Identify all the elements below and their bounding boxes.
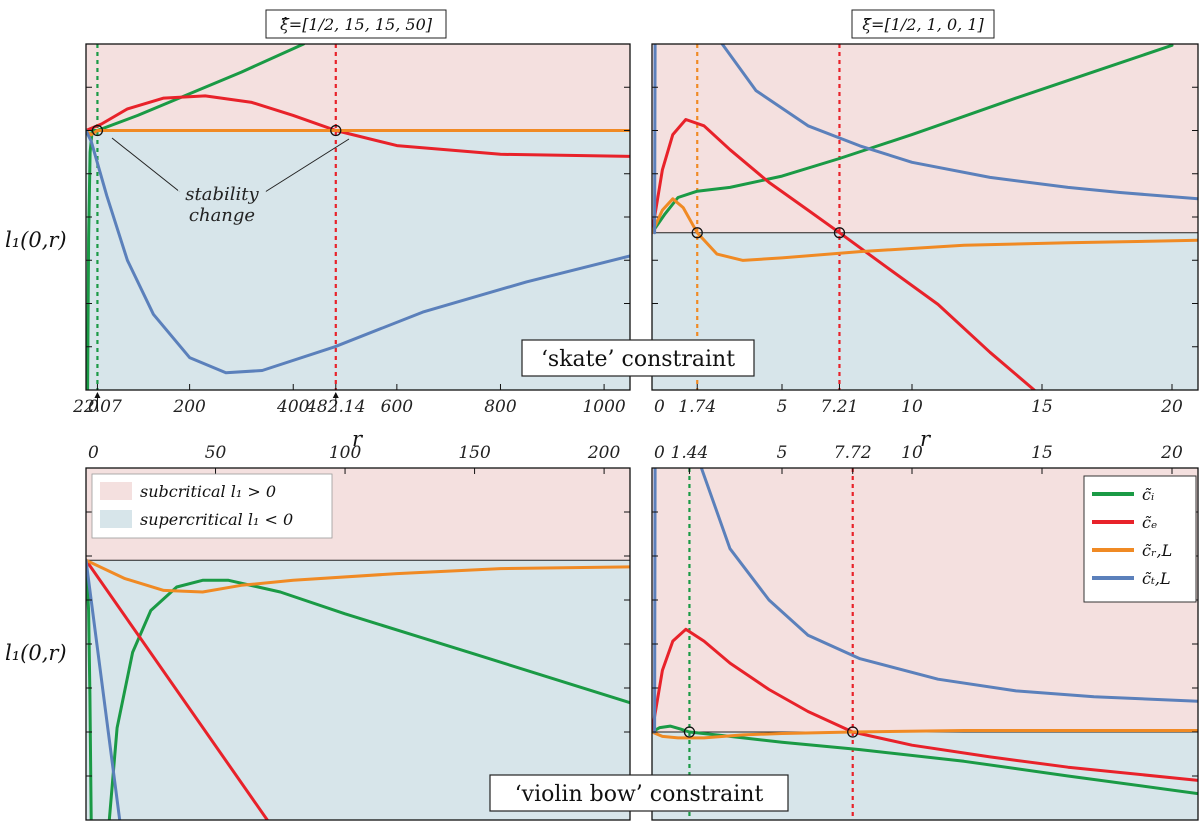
crossing-marker [91,124,104,137]
xlabel-left: r [352,427,364,451]
xtick-label: 200 [587,443,621,463]
xlabel-right: r [920,427,932,451]
xtick-label: 5 [777,443,788,463]
crossing-marker [683,726,696,738]
crossing-marker [833,227,846,239]
xtick-label: 1.74 [678,397,716,417]
title-left: ξ̂=[1/2, 15, 15, 50] [265,9,447,39]
xtick-label: 50 [205,443,227,463]
xtick-label: 150 [458,443,491,463]
title-right-text: ξ̃=[1/2, 1, 0, 1] [862,15,984,34]
annotation-line2: change [189,205,255,226]
series-line-orange [86,129,630,137]
series-line-blue [720,44,1198,201]
crossing-marker [330,124,342,137]
series-line-blue [653,44,657,235]
xtick-label: 20 [1160,397,1183,417]
series-line-blue [86,558,122,820]
series-group [652,44,1198,390]
xtick-label: 0 [654,397,665,417]
series-line-blue [86,129,630,375]
xtick-label: 5 [777,397,788,417]
subcritical-region [652,44,1198,233]
series-line-red [86,558,269,820]
xtick-label: 10 [901,397,923,417]
xtick-label: 7.21 [821,397,859,417]
annotation-line1: stability [185,184,259,205]
xtick-label: 0 [88,443,99,463]
series-group [86,44,630,390]
banner-skate-text: ‘skate’ constraint [541,347,735,372]
xtick-label: 15 [1031,443,1053,463]
xtick-label: 1.44 [671,443,709,463]
banner-skate: ‘skate’ constraint [521,339,755,377]
legend-label-orange: c̃ᵣ,L [1142,541,1172,560]
xtick-label: 1000 [582,397,625,417]
region-legend: subcritical l₁ > 0 supercritical l₁ < 0 [91,473,333,539]
stability-annotation: stability change [111,137,350,228]
xtick-label: 15 [1031,397,1053,417]
annotation-leader-right [264,138,350,193]
xtick-label: 100 [329,443,362,463]
legend-swatch-sub [100,482,132,500]
xtick-label: 600 [381,397,414,417]
title-right: ξ̃=[1/2, 1, 0, 1] [851,9,995,39]
xtick-label: 800 [484,397,517,417]
ylabel-bottom: l₁(0,r) [5,641,67,665]
series-line-orange [86,558,630,594]
series-line-green [107,578,630,820]
series-line-green [652,44,1174,235]
legend-label-green: c̃ᵢ [1142,485,1154,504]
legend-label-blue: c̃ₜ,L [1142,569,1171,588]
title-left-text: ξ̂=[1/2, 15, 15, 50] [280,15,433,34]
series-line-red [652,627,1198,782]
ylabel-top: l₁(0,r) [5,228,67,252]
xtick-label: 20 [1160,443,1183,463]
banner-violin-text: ‘violin bow’ constraint [515,782,764,807]
xtick-label: 7.72 [834,443,872,463]
legend-label-red: c̃ₑ [1142,513,1157,532]
legend-sub-label: subcritical l₁ > 0 [140,482,276,501]
xtick-label: 400 [276,397,310,417]
series-line-orange [652,729,1198,740]
xtick-label: 200 [172,397,206,417]
series-group [86,558,630,820]
subcritical-region [86,44,630,131]
crossing-marker [847,726,859,738]
series-line-orange [652,197,1198,262]
xtick-label: 0 [88,397,99,417]
legend-super-label: supercritical l₁ < 0 [140,510,293,529]
series-line-blue [699,468,1198,703]
xtick-label: 10 [901,443,923,463]
series-line-green [86,558,93,820]
legend-swatch-super [100,510,132,528]
tick-arrow-head [94,392,101,398]
series-legend: c̃ᵢ c̃ₑ c̃ᵣ,L c̃ₜ,L [1083,475,1197,603]
crossing-marker [691,227,703,239]
xtick-label: 0 [654,443,665,463]
series-line-red [86,94,630,158]
tick-arrow-head [332,392,339,398]
series-line-red [652,118,1036,390]
banner-violin: ‘violin bow’ constraint [489,774,789,812]
annotation-leader-left [111,137,181,193]
